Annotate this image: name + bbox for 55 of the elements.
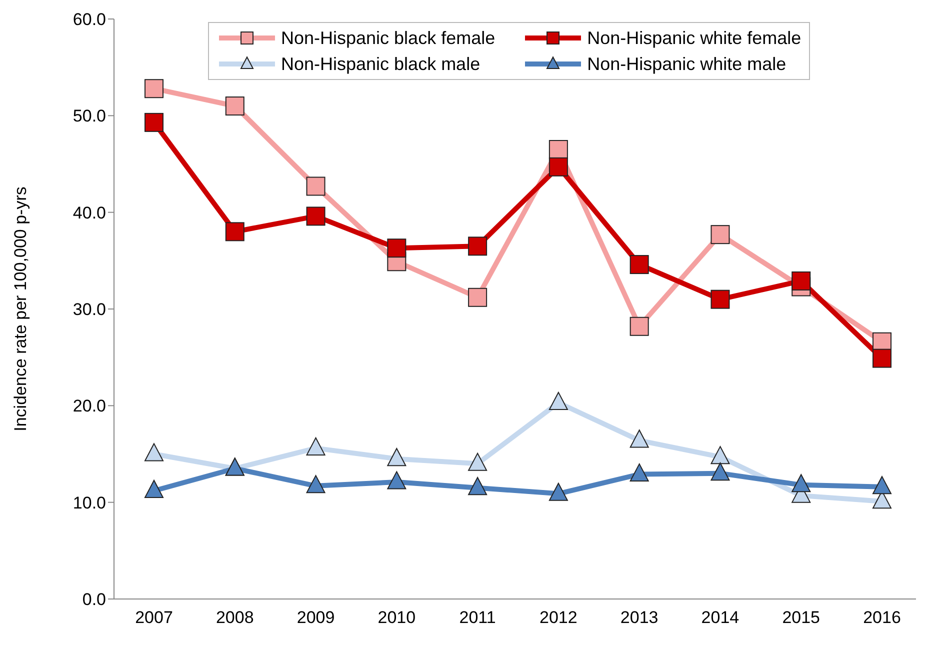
- y-tick-label: 50.0: [72, 106, 106, 126]
- point: [630, 255, 649, 274]
- point: [710, 225, 730, 244]
- point: [144, 443, 164, 462]
- point: [225, 96, 244, 116]
- y-tick-label: 10.0: [72, 493, 106, 512]
- legend-label: Non-Hispanic white female: [587, 28, 802, 48]
- point: [792, 271, 811, 290]
- point: [225, 222, 244, 242]
- x-tick-label: 2012: [540, 608, 578, 628]
- y-tick-label: 20.0: [72, 396, 106, 416]
- point: [468, 476, 488, 496]
- x-tick-label: 2008: [216, 608, 254, 628]
- point: [548, 140, 568, 159]
- point: [387, 448, 406, 466]
- point: [306, 176, 326, 196]
- point: [468, 452, 488, 471]
- point: [306, 475, 326, 494]
- point: [387, 471, 406, 490]
- point: [144, 112, 164, 132]
- point: [710, 462, 730, 481]
- y-axis-title: Incidence rate per 100,000 p-yrs: [11, 186, 30, 432]
- x-tick-label: 2010: [378, 608, 416, 628]
- point: [306, 437, 326, 456]
- y-tick-label: 30.0: [72, 300, 106, 320]
- x-tick-label: 2013: [620, 608, 658, 628]
- x-tick-label: 2014: [701, 608, 740, 628]
- x-tick-label: 2007: [135, 608, 173, 628]
- x-tick-label: 2009: [296, 608, 335, 628]
- point: [710, 446, 730, 464]
- point: [468, 236, 488, 256]
- point: [306, 206, 326, 226]
- point: [548, 482, 568, 501]
- legend-label: Non-Hispanic black male: [281, 54, 480, 74]
- point: [144, 79, 164, 98]
- point: [710, 290, 730, 309]
- point: [630, 430, 649, 448]
- point: [387, 238, 406, 258]
- point: [548, 392, 568, 410]
- point: [548, 157, 568, 176]
- point: [872, 348, 892, 368]
- x-tick-label: 2015: [782, 608, 820, 628]
- legend-label: Non-Hispanic black female: [281, 28, 496, 48]
- point: [792, 474, 811, 492]
- point: [144, 480, 164, 498]
- point: [630, 316, 649, 336]
- y-tick-label: 40.0: [72, 203, 106, 222]
- x-tick-label: 2016: [863, 608, 901, 628]
- x-tick-label: 2011: [459, 608, 496, 628]
- legend-label: Non-Hispanic white male: [587, 54, 786, 74]
- point: [630, 463, 649, 482]
- point: [872, 476, 892, 494]
- y-tick-label: 0.0: [82, 590, 106, 610]
- point: [468, 288, 488, 307]
- y-tick-label: 60.0: [72, 10, 106, 30]
